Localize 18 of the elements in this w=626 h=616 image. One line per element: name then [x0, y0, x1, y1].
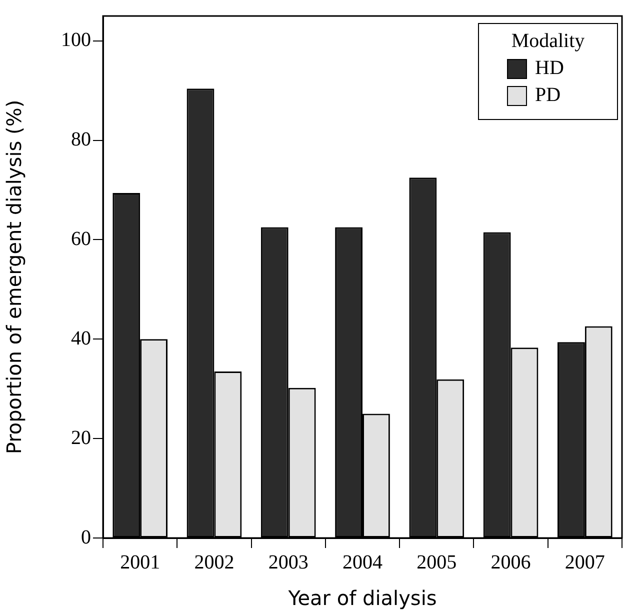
x-tick-label: 2005 [416, 551, 457, 574]
legend-title: Modality [510, 30, 586, 53]
legend-label: PD [535, 84, 561, 107]
x-tick-label: 2006 [490, 551, 531, 574]
y-axis-title: Proportion of emergent dialysis (%) [2, 100, 26, 454]
y-tick-label: 40 [71, 327, 91, 350]
y-tick-label: 80 [71, 128, 91, 151]
y-tick-label: 60 [71, 228, 91, 250]
y-tick-label: 0 [81, 526, 91, 548]
x-tick-label: 2003 [268, 551, 308, 574]
y-tick-label: 100 [61, 29, 91, 52]
x-tick-label: 2001 [120, 551, 160, 574]
x-tick-label: 2007 [564, 551, 605, 574]
x-axis-title: Year of dialysis [287, 586, 437, 610]
y-tick-label: 20 [71, 426, 91, 449]
legend-label: HD [535, 57, 564, 80]
x-tick-label: 2004 [342, 551, 382, 574]
x-tick-label: 2002 [194, 551, 234, 574]
